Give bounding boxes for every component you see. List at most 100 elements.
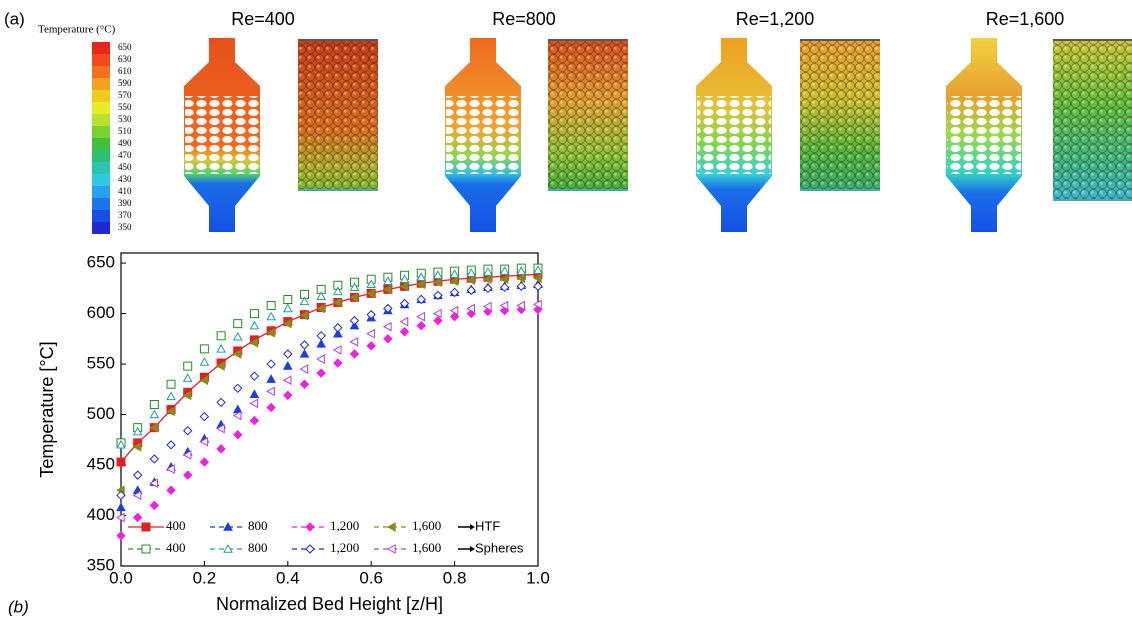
marker — [216, 444, 226, 454]
voids — [185, 96, 259, 174]
marker — [149, 454, 160, 464]
marker — [199, 344, 209, 354]
marker — [333, 323, 343, 333]
marker — [166, 440, 176, 450]
marker — [449, 311, 460, 322]
colorbar-tick-label: 430 — [118, 174, 132, 184]
voids — [446, 96, 520, 174]
legend-arrowhead — [470, 546, 475, 552]
case-title: Re=800 — [492, 9, 556, 29]
legend-label: 1,200 — [330, 540, 359, 555]
colorbar-tick-label: 510 — [118, 126, 132, 136]
marker — [132, 426, 143, 436]
marker — [349, 349, 360, 359]
x-axis-label: Normalized Bed Height [z/H] — [216, 594, 443, 614]
x-tick-label: 0.6 — [359, 568, 383, 587]
marker — [316, 368, 326, 378]
colorbar-band — [92, 126, 110, 138]
marker — [383, 303, 393, 314]
marker — [299, 379, 310, 389]
legend-label: 800 — [248, 540, 268, 555]
marker — [499, 282, 510, 293]
marker — [399, 298, 410, 309]
series — [116, 265, 543, 449]
colorbar-tick-label: 570 — [118, 90, 132, 100]
colorbar-tick-label: 590 — [118, 78, 132, 88]
marker — [349, 315, 360, 326]
colorbar-band — [92, 174, 110, 186]
marker — [399, 316, 409, 327]
marker — [232, 410, 242, 421]
marker — [516, 266, 527, 275]
marker — [249, 415, 260, 426]
marker — [316, 303, 325, 314]
marker — [141, 544, 151, 554]
marker — [532, 273, 542, 284]
marker — [333, 358, 343, 368]
marker — [132, 442, 142, 452]
colorbar-tick-label: 450 — [118, 162, 132, 172]
marker — [366, 288, 375, 299]
colorbar-band — [92, 138, 110, 150]
colorbar-band — [92, 210, 110, 222]
colorbar-tick-label: 550 — [118, 102, 132, 112]
colorbar-tick-label: 470 — [118, 150, 132, 160]
x-tick-label: 1.0 — [526, 568, 550, 587]
y-tick-label: 600 — [87, 303, 115, 322]
marker — [316, 331, 326, 341]
marker — [433, 270, 443, 279]
marker — [316, 338, 327, 348]
colorbar-tick-label: 370 — [118, 210, 132, 220]
marker — [432, 277, 442, 288]
marker — [449, 305, 459, 316]
marker — [233, 383, 243, 394]
marker — [233, 430, 243, 440]
marker — [482, 274, 492, 285]
marker — [386, 522, 396, 532]
marker — [149, 422, 159, 433]
x-tick-label: 0.0 — [109, 568, 133, 587]
marker — [266, 327, 275, 338]
marker — [299, 340, 310, 350]
marker — [233, 319, 243, 329]
marker — [332, 297, 342, 308]
series — [115, 299, 542, 523]
marker — [533, 265, 543, 274]
marker — [166, 464, 175, 474]
marker — [266, 311, 276, 321]
panel-label: (b) — [8, 597, 29, 616]
marker — [499, 300, 509, 311]
legend-label: 400 — [166, 518, 186, 533]
colorbar-tick-label: 410 — [118, 186, 132, 196]
marker — [199, 457, 210, 467]
marker — [416, 272, 427, 281]
marker — [299, 296, 310, 306]
x-tick-label: 0.8 — [443, 568, 467, 587]
marker — [141, 522, 151, 532]
colorbar-band — [92, 78, 110, 90]
colorbar-band — [92, 186, 110, 198]
marker — [266, 374, 276, 383]
legend-label: 400 — [166, 540, 186, 555]
series — [116, 279, 543, 512]
marker — [532, 299, 542, 310]
marker — [333, 280, 343, 290]
marker — [466, 285, 476, 296]
marker — [383, 276, 393, 285]
marker — [183, 361, 193, 371]
marker — [132, 490, 142, 501]
marker — [516, 281, 527, 292]
marker — [449, 287, 460, 298]
y-tick-label: 400 — [87, 505, 115, 524]
marker — [483, 267, 493, 276]
plot-frame — [120, 252, 539, 567]
marker — [266, 359, 276, 369]
marker — [416, 320, 426, 331]
marker — [216, 397, 226, 408]
marker — [232, 404, 243, 414]
marker — [223, 543, 233, 553]
legend-label: 800 — [248, 518, 268, 533]
marker — [533, 281, 543, 292]
